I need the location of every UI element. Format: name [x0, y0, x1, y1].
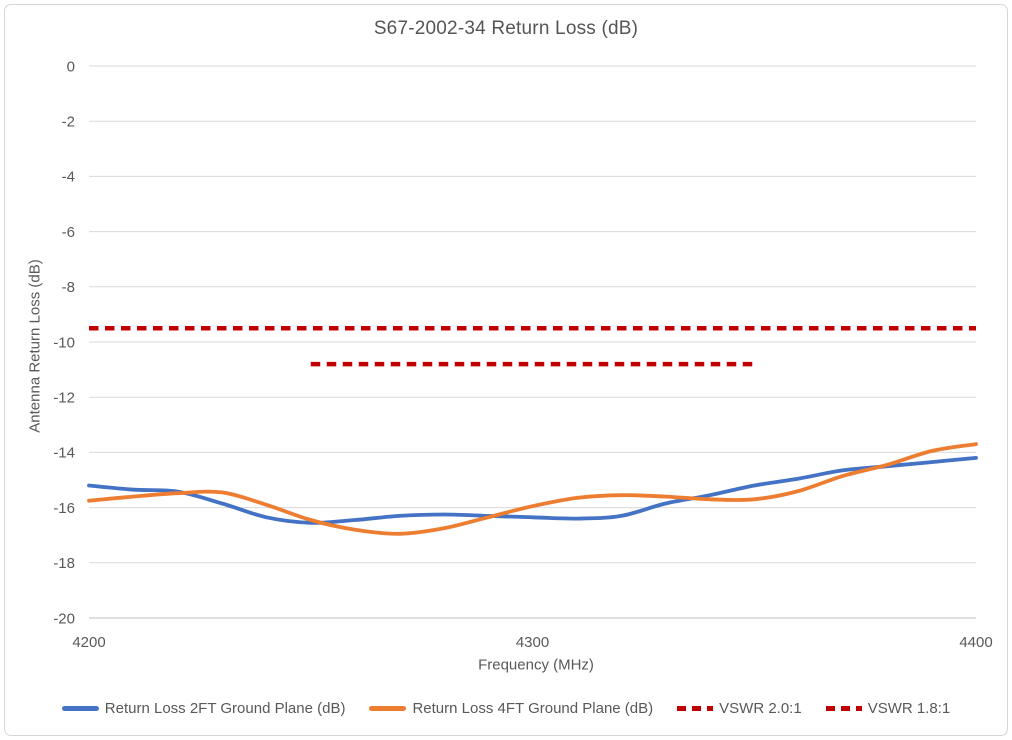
series-line-2ft-ground-plane	[87, 456, 978, 525]
y-tick-label: -14	[53, 445, 75, 462]
y-tick-label: -12	[53, 389, 75, 406]
x-tick-label: 4300	[516, 634, 549, 651]
y-tick-label: -10	[53, 334, 75, 351]
y-tick-label: -4	[62, 169, 75, 186]
legend-item-vswr-20: VSWR 2.0:1	[677, 700, 802, 717]
y-tick-label: -18	[53, 555, 75, 572]
y-tick-label: -16	[53, 500, 75, 517]
legend-swatch-2ft-line	[61, 706, 99, 711]
legend-item-2ft-ground-plane: Return Loss 2FT Ground Plane (dB)	[61, 700, 346, 717]
x-axis-title: Frequency (MHz)	[478, 656, 594, 674]
legend-label-vswr-20: VSWR 2.0:1	[719, 700, 802, 717]
x-tick-label: 4400	[959, 634, 992, 651]
legend-label-4ft-ground-plane: Return Loss 4FT Ground Plane (dB)	[412, 700, 654, 717]
legend-swatch-4ft-line	[369, 706, 407, 711]
legend-item-4ft-ground-plane: Return Loss 4FT Ground Plane (dB)	[369, 700, 653, 717]
chart-frame: S67-2002-34 Return Loss (dB) Antenna Ret…	[4, 4, 1008, 736]
legend-swatch-vswr-20-dashes	[677, 706, 714, 711]
legend-label-2ft-ground-plane: Return Loss 2FT Ground Plane (dB)	[104, 700, 346, 717]
y-tick-label: -8	[62, 279, 75, 296]
y-tick-label: 0	[67, 58, 75, 75]
legend-label-vswr-18: VSWR 1.8:1	[867, 700, 951, 717]
x-tick-label: 4200	[72, 634, 105, 651]
plot-area: 0 -2 -4 -6 -8 -10 -12 -14 -16 -18 -20 4200 4300 4400	[53, 58, 992, 651]
chart-title: S67-2002-34 Return Loss (dB)	[373, 18, 639, 39]
legend-swatch-vswr-18-dashes	[825, 706, 862, 711]
y-tick-label: -6	[62, 224, 75, 241]
series-line-4ft-ground-plane	[87, 442, 978, 536]
legend-item-vswr-18: VSWR 1.8:1	[825, 700, 951, 717]
y-tick-label: -2	[62, 113, 75, 130]
y-tick-label: -20	[53, 610, 75, 627]
chart-legend: Return Loss 2FT Ground Plane (dB) Return…	[5, 700, 1007, 717]
